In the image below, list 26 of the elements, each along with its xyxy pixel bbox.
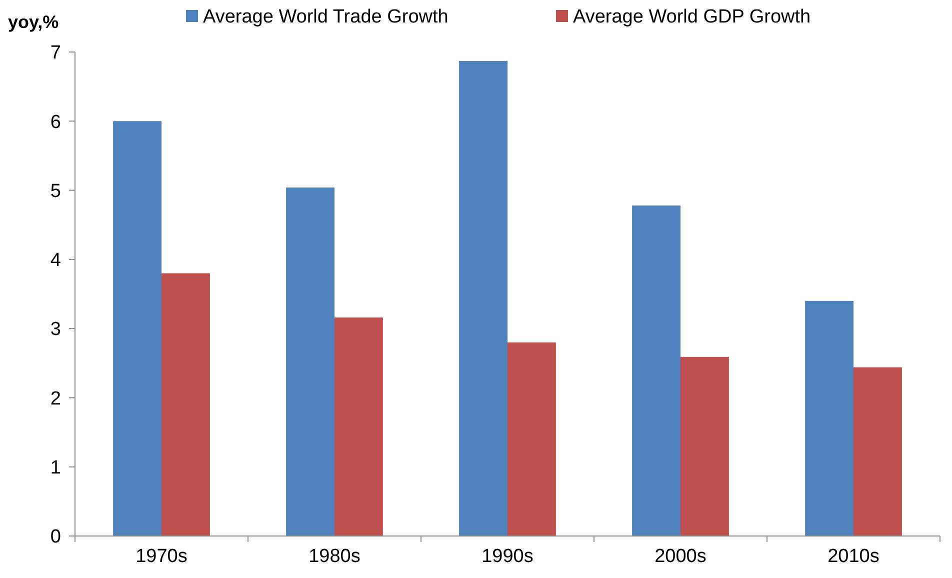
x-tick-label: 2010s: [828, 546, 880, 567]
legend-label: Average World GDP Growth: [573, 6, 811, 28]
bar: [459, 60, 508, 536]
bar: [632, 205, 680, 536]
legend-label: Average World Trade Growth: [203, 6, 448, 28]
y-axis-title: yoy,%: [8, 12, 59, 32]
bar: [805, 300, 854, 536]
bar: [113, 121, 162, 536]
y-tick-label: 5: [50, 180, 61, 202]
y-tick-label: 7: [50, 42, 61, 64]
bar: [286, 188, 334, 536]
x-tick-label: 2000s: [654, 546, 706, 567]
bar: [854, 367, 902, 536]
y-tick-label: 4: [50, 250, 62, 272]
y-tick-label: 6: [50, 112, 61, 133]
bar: [508, 342, 556, 536]
x-tick-label: 1990s: [482, 546, 534, 567]
y-tick-label: 3: [50, 319, 61, 340]
y-tick-label: 0: [50, 526, 61, 548]
bar: [680, 356, 729, 536]
y-tick-label: 1: [50, 458, 61, 479]
x-tick-label: 1980s: [308, 546, 360, 567]
bar: [334, 318, 383, 536]
x-tick-label: 1970s: [136, 546, 188, 567]
bar: [162, 273, 210, 536]
y-tick-label: 2: [50, 388, 61, 410]
